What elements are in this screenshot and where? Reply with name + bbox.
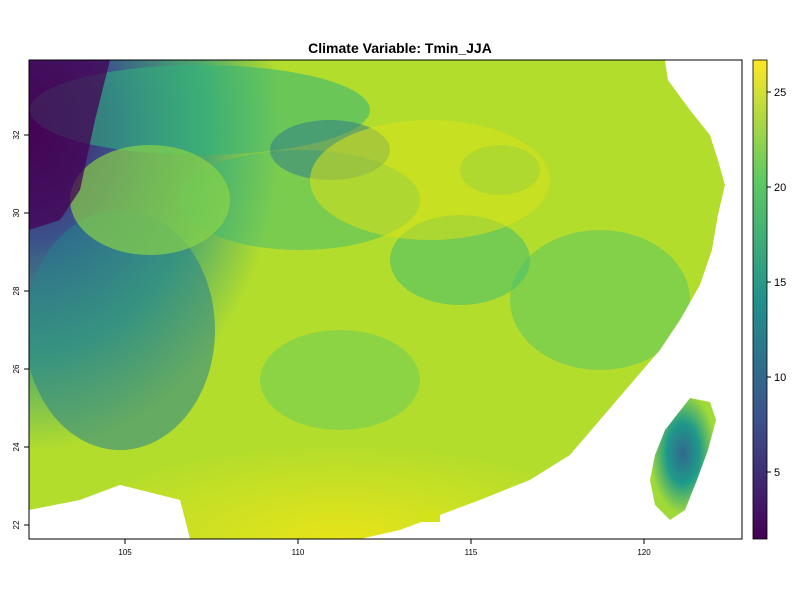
map-frame xyxy=(28,59,743,540)
x-tick-label: 110 xyxy=(292,548,305,557)
y-tick-label: 30 xyxy=(12,208,21,217)
x-tick-label: 105 xyxy=(118,548,132,557)
y-tick-label: 22 xyxy=(12,520,21,529)
taiwan-island xyxy=(650,398,716,520)
x-tick-label: 115 xyxy=(465,548,478,557)
colorbar-ramp xyxy=(752,59,768,540)
y-axis: 22 24 26 28 30 32 xyxy=(12,130,29,529)
y-tick-label: 24 xyxy=(12,442,21,451)
map-raster xyxy=(29,60,742,539)
x-axis: 105 110 115 120 xyxy=(118,539,651,557)
colorbar-tick-label: 15 xyxy=(774,277,786,289)
colorbar: 5 10 15 20 25 xyxy=(752,59,786,540)
sea-south xyxy=(29,485,190,539)
colorbar-tick-label: 5 xyxy=(774,467,780,479)
sea-east xyxy=(360,60,742,539)
y-tick-label: 28 xyxy=(12,286,21,295)
map-title: Climate Variable: Tmin_JJA xyxy=(308,40,492,56)
colorbar-tick-label: 20 xyxy=(774,182,786,194)
colorbar-tick-label: 10 xyxy=(774,372,786,384)
colorbar-tick-label: 25 xyxy=(774,87,786,99)
y-tick-label: 32 xyxy=(12,130,21,139)
y-tick-label: 26 xyxy=(12,364,21,373)
x-tick-label: 120 xyxy=(637,548,651,557)
